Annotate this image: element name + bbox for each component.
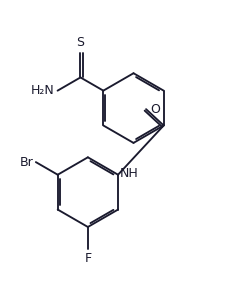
Text: H₂N: H₂N bbox=[31, 84, 55, 97]
Text: NH: NH bbox=[120, 167, 139, 180]
Text: Br: Br bbox=[20, 156, 34, 168]
Text: S: S bbox=[77, 36, 85, 49]
Text: F: F bbox=[84, 252, 91, 265]
Text: O: O bbox=[150, 103, 160, 116]
